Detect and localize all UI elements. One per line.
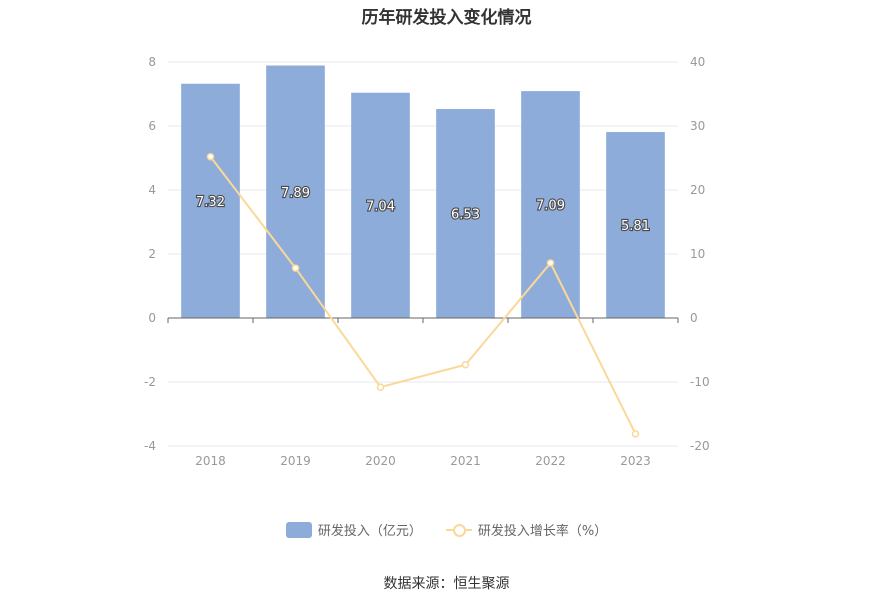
growth-point-2023 bbox=[631, 430, 640, 438]
growth-point-2019 bbox=[291, 264, 300, 272]
y-left-tick-label: 0 bbox=[148, 311, 156, 325]
bar-data-label: 7.89 bbox=[281, 186, 310, 201]
x-tick-label: 2018 bbox=[195, 454, 226, 468]
y-left-tick-label: 2 bbox=[148, 247, 156, 261]
y-right-tick-label: -10 bbox=[690, 375, 710, 389]
x-tick-label: 2023 bbox=[620, 454, 651, 468]
source-note: 数据来源：恒生聚源 bbox=[383, 576, 510, 592]
y-right-tick-label: 20 bbox=[690, 183, 705, 197]
bar-series bbox=[181, 65, 665, 319]
legend-line-swatch bbox=[445, 522, 472, 538]
y-left-tick-label: 4 bbox=[148, 183, 156, 197]
y-left-tick-label: 6 bbox=[148, 119, 156, 133]
growth-line bbox=[209, 156, 637, 435]
bar-data-label: 5.81 bbox=[621, 219, 650, 234]
legend-bar-swatch bbox=[285, 521, 312, 538]
legend: 研发投入（亿元） 研发投入增长率（%） bbox=[0, 520, 893, 539]
bar-2020 bbox=[351, 92, 410, 318]
bar-2019 bbox=[266, 65, 325, 319]
bar-2021 bbox=[436, 109, 495, 318]
growth-point-2018 bbox=[206, 152, 215, 161]
y-right-tick-label: 0 bbox=[690, 311, 698, 325]
y-right-tick-label: -20 bbox=[690, 439, 710, 453]
growth-point-2020 bbox=[376, 383, 385, 391]
legend-item-rd-investment[interactable]: 研发投入（亿元） bbox=[285, 520, 422, 539]
legend-label-growth-rate: 研发投入增长率（%） bbox=[477, 524, 608, 539]
y-left-tick-label: -2 bbox=[144, 375, 156, 389]
legend-item-growth-rate[interactable]: 研发投入增长率（%） bbox=[445, 520, 608, 539]
x-tick-label: 2021 bbox=[450, 454, 481, 468]
legend-label-rd-investment: 研发投入（亿元） bbox=[317, 524, 422, 539]
y-right-tick-label: 30 bbox=[690, 119, 705, 133]
bar-data-label: 7.09 bbox=[536, 199, 565, 214]
bar-2022 bbox=[521, 91, 580, 319]
y-right-tick-label: 40 bbox=[690, 55, 705, 69]
growth-point-2021 bbox=[461, 360, 470, 369]
grid-lines bbox=[168, 61, 678, 447]
x-tick-label: 2020 bbox=[365, 454, 396, 468]
x-tick-label: 2022 bbox=[535, 454, 566, 468]
bar-data-label: 7.04 bbox=[366, 199, 395, 214]
chart-title: 历年研发投入变化情况 bbox=[361, 8, 532, 28]
bar-data-label: 7.32 bbox=[196, 195, 225, 210]
growth-line-series bbox=[206, 152, 640, 438]
y-left-tick-label: 8 bbox=[148, 55, 156, 69]
x-tick-label: 2019 bbox=[280, 454, 311, 468]
bar-data-label: 6.53 bbox=[451, 208, 480, 223]
growth-point-2022 bbox=[546, 259, 555, 267]
y-left-tick-label: -4 bbox=[144, 439, 156, 453]
bar-data-labels: 7.32 7.89 7.04 6.53 7.09 5.81 bbox=[195, 185, 651, 235]
y-right-tick-label: 10 bbox=[690, 247, 705, 261]
bar-2023 bbox=[606, 132, 665, 318]
bar-2018 bbox=[181, 83, 240, 318]
